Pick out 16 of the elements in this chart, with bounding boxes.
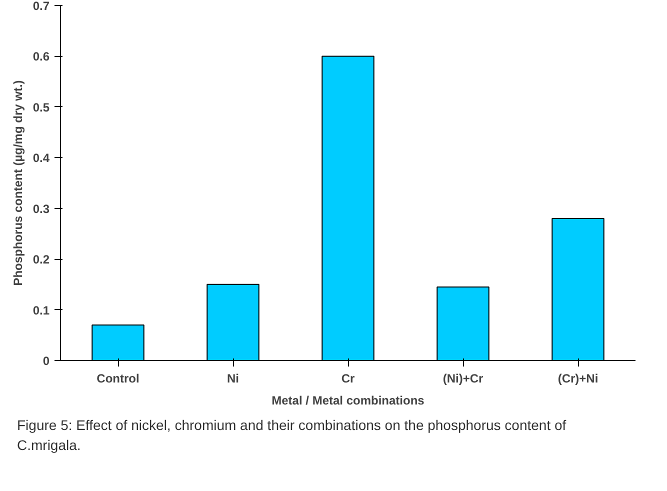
y-tick-label: 0 bbox=[42, 354, 50, 368]
x-axis-title: Metal / Metal combinations bbox=[272, 394, 425, 408]
x-tick-label: (Ni)+Cr bbox=[442, 372, 484, 386]
x-tick-label: Ni bbox=[227, 372, 239, 386]
x-tick-label: (Cr)+Ni bbox=[558, 372, 598, 386]
y-tick-label: 0.3 bbox=[32, 202, 50, 216]
x-tick-label: Control bbox=[96, 372, 140, 386]
y-tick-label: 0.2 bbox=[32, 252, 50, 267]
y-axis-title: Phosphorus content (µg/mg dry wt.) bbox=[10, 80, 25, 286]
caption: Figure 5: Effect of nickel, chromium and their combinations on the phosphorus content of C.mrigala. bbox=[17, 416, 568, 455]
y-tick-label: 0.1 bbox=[32, 303, 50, 318]
y-tick-label: 0.6 bbox=[32, 50, 50, 64]
x-tick-label: Cr bbox=[341, 372, 355, 386]
y-tick-label: 0.4 bbox=[32, 151, 50, 166]
y-tick-label: 0.7 bbox=[32, 0, 50, 13]
y-tick-label: 0.5 bbox=[32, 100, 50, 114]
